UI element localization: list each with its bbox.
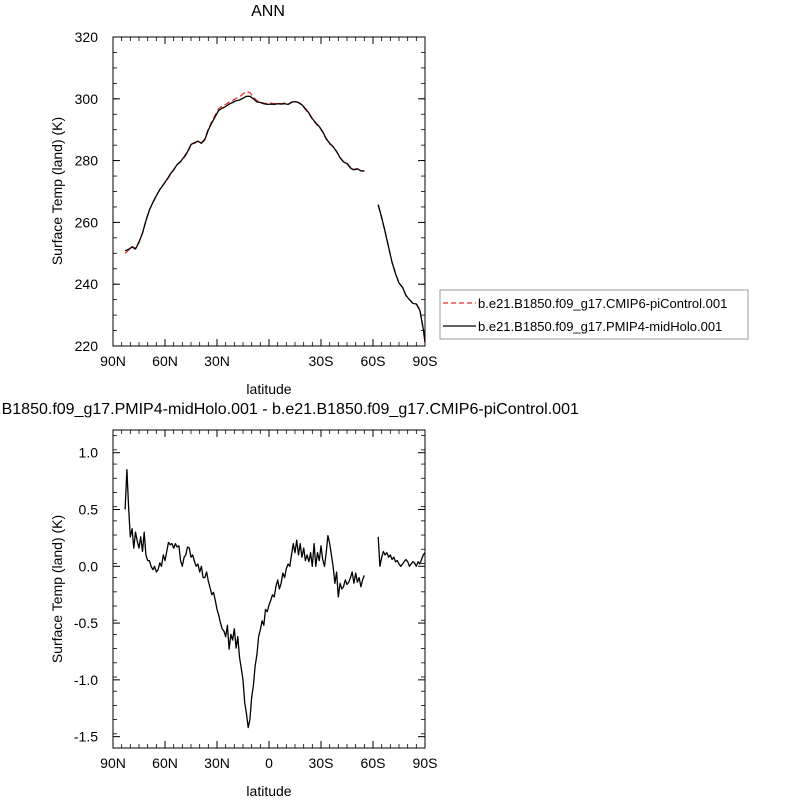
x-tick-label: 30S [309, 353, 334, 369]
chart-title: ANN [251, 3, 285, 20]
x-tick-label: 90S [413, 353, 438, 369]
panel-bottom: b.e21.B1850.f09_g17.PMIP4-midHolo.001 - … [0, 401, 579, 799]
y-tick-label: -0.5 [74, 615, 98, 631]
x-axis-ticks: 90N 60N 30N 30S 60S 90S [100, 37, 437, 369]
series-line-0 [124, 91, 365, 254]
y-axis-label: Surface Temp (land) (K) [49, 117, 65, 265]
panel-top: ANN 90N 60N 30N 30S 60S 90S 220 240 260 280 300 32… [49, 3, 749, 397]
legend: b.e21.B1850.f09_g17.CMIP6-piControl.001 … [439, 289, 749, 340]
series-line-1 [377, 204, 426, 343]
y-tick-label: 0.5 [79, 502, 99, 518]
x-tick-label: 60N [152, 755, 178, 771]
plot-lines [124, 469, 426, 729]
y-tick-label: -1.0 [74, 672, 98, 688]
y-tick-label: 220 [75, 338, 99, 354]
y-axis-ticks: 220 240 260 280 300 320 [75, 29, 425, 354]
x-tick-label: 90N [100, 755, 126, 771]
y-tick-label: 0.0 [79, 558, 99, 574]
series-line-0 [377, 536, 426, 567]
y-tick-label: 240 [75, 276, 99, 292]
y-tick-label: 260 [75, 214, 99, 230]
y-tick-label: -1.5 [74, 729, 98, 745]
legend-label-midholo: b.e21.B1850.f09_g17.PMIP4-midHolo.001 [478, 319, 722, 334]
plot-frame [112, 429, 426, 749]
series-line-0 [124, 469, 365, 729]
y-tick-label: 1.0 [79, 445, 99, 461]
x-tick-label: 0 [265, 755, 273, 771]
plot-lines [124, 91, 426, 343]
y-tick-label: 280 [75, 153, 99, 169]
x-tick-label: 30S [309, 755, 334, 771]
x-tick-label: 30N [204, 755, 230, 771]
x-tick-label: 60S [361, 353, 386, 369]
x-tick-label: 60S [361, 755, 386, 771]
y-tick-label: 300 [75, 91, 99, 107]
x-tick-label: 60N [152, 353, 178, 369]
x-axis-ticks: 90N 60N 30N 0 30S 60S 90S [100, 430, 437, 771]
x-tick-label: 30N [204, 353, 230, 369]
x-axis-label: latitude [246, 783, 291, 799]
chart-title: b.e21.B1850.f09_g17.PMIP4-midHolo.001 - … [0, 401, 579, 418]
x-axis-label: latitude [246, 381, 291, 397]
x-tick-label: 90S [413, 755, 438, 771]
series-line-0 [377, 205, 426, 343]
x-tick-label: 90N [100, 353, 126, 369]
legend-label-picontrol: b.e21.B1850.f09_g17.CMIP6-piControl.001 [478, 296, 727, 311]
series-line-1 [124, 95, 365, 252]
legend-box [439, 289, 749, 340]
y-tick-label: 320 [75, 29, 99, 45]
y-axis-ticks: -1.5 -1.0 -0.5 0.0 0.5 1.0 [74, 435, 425, 749]
plot-frame [112, 36, 426, 347]
y-axis-label: Surface Temp (land) (K) [49, 515, 65, 663]
